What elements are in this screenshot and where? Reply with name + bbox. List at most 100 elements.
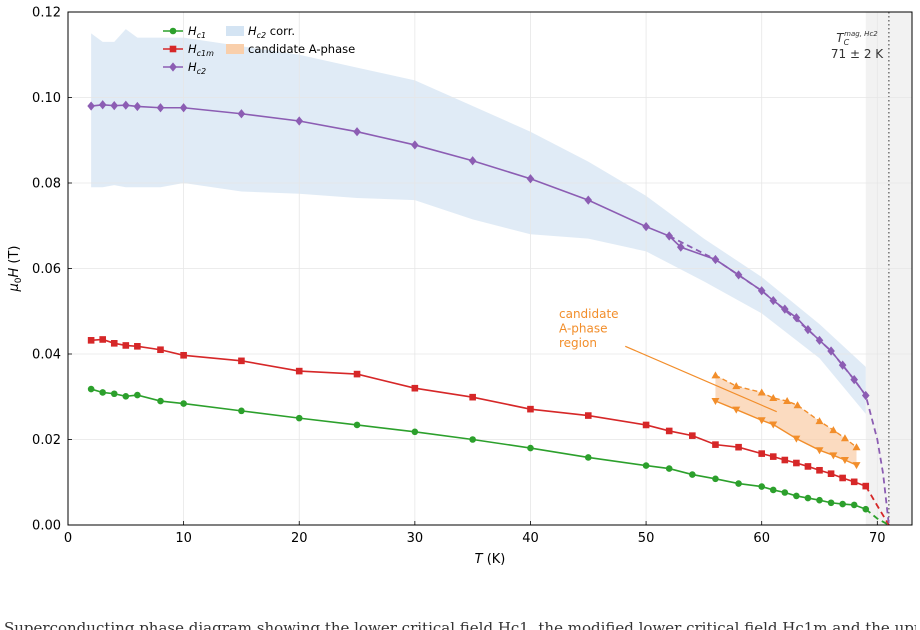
hc1m-point [689,432,696,439]
hc2-point [468,156,477,166]
phase-diagram-chart: 0 10 20 30 40 50 60 70 0.00 0.02 0.04 0.06 0.08 0.10 0… [7,6,913,567]
y-axis-label: μ0H (T) [7,245,24,292]
hc1-point [584,454,592,461]
hc1m-point [87,337,95,344]
a-phase-up-marker [829,426,838,434]
hc2-point [526,174,535,184]
a-phase-down-marker [852,462,861,470]
tc-value-label: 71 ± 2 K [831,47,884,61]
hc2-point [156,103,165,113]
legend-band-swatch [226,26,244,36]
hc1-point [735,480,742,487]
legend-hc1m-label: Hc1m [188,42,214,58]
hc1-point [180,400,187,407]
axis-ticks: 0 10 20 30 40 50 60 70 0.00 0.02 0.04 0.06 0.08 0.10 0… [32,6,886,547]
hc1m-point [353,370,361,378]
hc1m-point [816,466,823,474]
hc1m-point [862,482,870,490]
hc1m-point [122,342,130,349]
x-axis-label: T (K) [475,552,506,567]
tc-label: TCmag, Hc2 [836,30,878,47]
figure-caption: Superconducting phase diagram showing th… [4,619,916,630]
hc2-point [792,313,801,323]
hc1m-point [665,427,673,435]
hc2-point [179,103,188,113]
legend-band-label: Hc2 corr. [248,24,295,40]
a-phase-up-marker [840,434,849,442]
a-phase-annotation: A-phase [559,322,608,336]
a-phase-down-marker [792,435,801,443]
legend: Hc1 Hc1m Hc2 Hc2 corr. candidate A-phase [163,24,355,76]
legend-hc1-marker [169,27,177,35]
y-tick-label: 0.02 [32,433,61,448]
hc1-point [793,492,800,500]
hc1m-point [110,340,118,347]
hc1-point [769,486,777,494]
legend-hc2-label: Hc2 [188,60,206,76]
hc2-point [122,100,130,110]
hc2-point [757,286,766,296]
hc1-point [110,390,118,398]
hc1m-point [157,346,164,354]
hc1-point [411,428,419,436]
hc2-correction-band [91,29,866,414]
x-tick-label: 50 [638,531,655,546]
hc2-point [87,101,95,111]
hc2-point [676,242,685,252]
hc1m-point [781,456,789,464]
hc1m-point [850,478,858,486]
hc1m-point [238,357,245,365]
hc1m-extrapolation [864,485,890,526]
hc1-point [781,489,789,496]
hc1-point [827,499,835,507]
y-tick-label: 0.12 [32,6,61,21]
hc1m-point [839,474,846,482]
x-tick-label: 0 [64,531,72,546]
a-phase-up-marker [815,417,824,425]
hc2-point [133,101,142,112]
x-tick-label: 20 [291,531,308,546]
y-tick-label: 0.04 [32,348,61,363]
legend-aphase-label: candidate A-phase [248,42,355,56]
hc1m-point [134,343,141,350]
hc1m-point [827,470,835,477]
hc1-point [295,414,303,422]
legend-aphase-swatch [226,44,244,54]
hc1-point [850,501,858,509]
a-phase-down-marker [815,447,824,455]
hc2-point [295,116,304,126]
x-tick-label: 70 [869,531,886,546]
a-phase-annotation: region [559,336,597,350]
a-phase-up-marker [732,382,741,390]
hc1m-point [712,441,719,448]
x-tick-label: 10 [175,531,192,546]
hc1-point [804,494,812,502]
hc2-point [237,109,246,119]
hc2-point [411,140,419,150]
a-phase-area [715,375,857,466]
hc1-point [689,471,696,478]
hc2-point [769,295,778,306]
legend-hc2-marker [169,62,177,72]
y-tick-label: 0.08 [32,177,61,192]
hc1-point [157,397,164,405]
hc1-point [665,465,673,472]
a-phase-down-marker [732,406,741,414]
hc2-point [781,304,789,314]
hc2-point [98,100,107,110]
hc1-point [469,436,476,443]
a-phase-up-marker [783,397,792,405]
a-phase-annotation: candidate [559,307,619,321]
a-phase-region [711,371,861,470]
hc1m-point [769,453,777,460]
hc1-point [527,444,534,452]
hc1-point [862,505,870,513]
hc1-point [134,391,141,399]
hc2-point [838,360,847,370]
hc2-point [353,127,361,137]
hc1-point [816,496,823,504]
y-tick-label: 0.10 [32,91,61,106]
hc2-point [584,195,593,205]
a-phase-arrow [625,345,777,413]
hc1m-point [584,412,592,419]
